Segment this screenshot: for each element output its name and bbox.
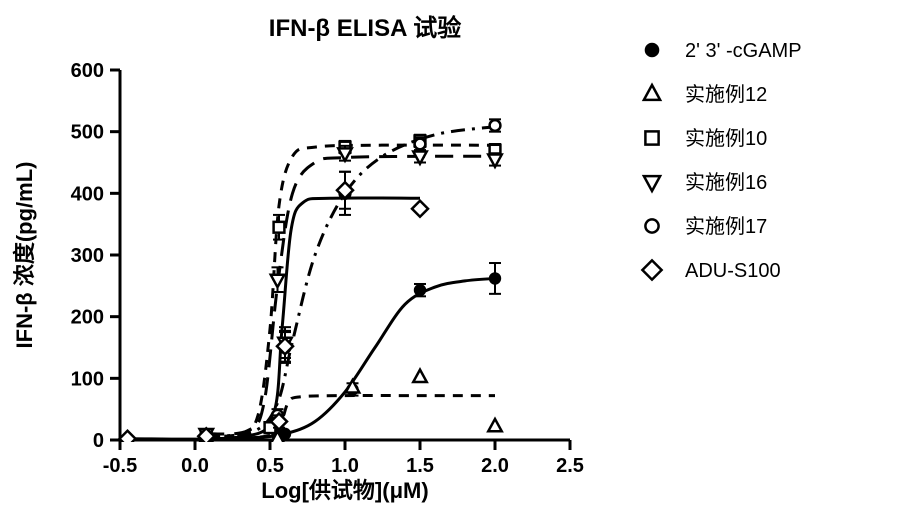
legend-label: 实施例10 bbox=[685, 127, 767, 150]
legend-label: 实施例12 bbox=[685, 83, 767, 106]
chart-container: IFN-β ELISA 试验 0 100 200 300 400 500 600 -0.5 0.0… bbox=[0, 0, 917, 513]
y-tick-label: 300 bbox=[71, 245, 104, 267]
y-axis-label: IFN-β 浓度(pg/mL) bbox=[12, 162, 37, 349]
chart-title: IFN-β ELISA 试验 bbox=[269, 14, 461, 42]
x-tick-label: 0.5 bbox=[256, 455, 284, 477]
x-axis-label: Log[供试物](μM) bbox=[261, 478, 428, 503]
x-tick-label: 1.0 bbox=[331, 455, 359, 477]
x-tick-label: -0.5 bbox=[103, 455, 137, 477]
y-tick-label: 100 bbox=[71, 368, 104, 390]
y-tick-label: 500 bbox=[71, 122, 104, 144]
elisa-chart: IFN-β ELISA 试验 0 100 200 300 400 500 600 -0.5 0.0… bbox=[0, 0, 917, 513]
legend-label: 实施例17 bbox=[685, 215, 767, 238]
legend-label: 实施例16 bbox=[685, 171, 767, 194]
x-tick-label: 0.0 bbox=[181, 455, 209, 477]
y-tick-label: 400 bbox=[71, 183, 104, 205]
x-tick-label: 2.0 bbox=[481, 455, 509, 477]
y-tick-label: 600 bbox=[71, 60, 104, 82]
x-tick-label: 2.5 bbox=[556, 455, 584, 477]
legend-label: 2' 3' -cGAMP bbox=[685, 40, 802, 62]
y-tick-label: 0 bbox=[93, 430, 104, 452]
y-tick-label: 200 bbox=[71, 307, 104, 329]
legend-label: ADU-S100 bbox=[685, 260, 781, 282]
x-tick-label: 1.5 bbox=[406, 455, 434, 477]
